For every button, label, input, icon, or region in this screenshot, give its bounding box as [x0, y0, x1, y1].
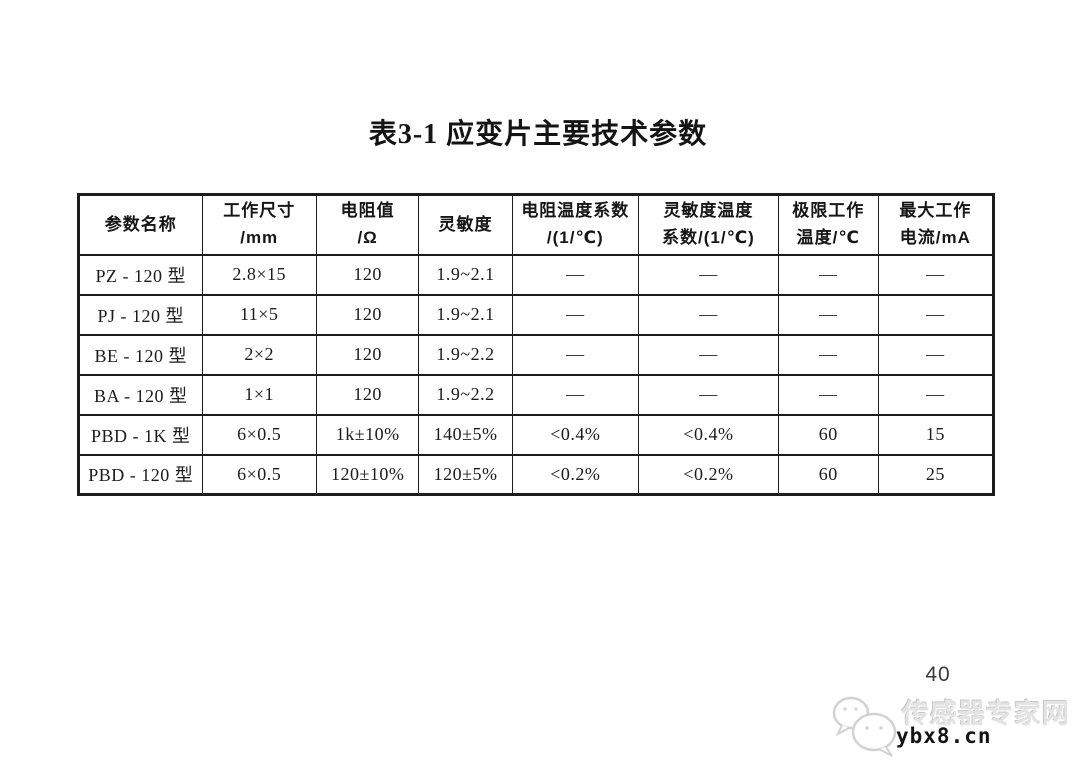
table-cell: —	[777, 293, 879, 336]
table-cell: <0.4%	[637, 413, 779, 456]
column-header-1: 参数名称	[78, 193, 203, 256]
table-cell: 140±5%	[418, 413, 513, 456]
column-header-7: 极限工作温度/℃	[777, 193, 879, 256]
column-header-line1: 电阻值	[340, 201, 395, 221]
column-header-line2: /mm	[240, 227, 279, 247]
column-header-line1: 极限工作	[792, 201, 865, 221]
column-header-3: 电阻值/Ω	[315, 193, 420, 256]
table-cell: —	[637, 333, 779, 376]
column-header-line1: 参数名称	[104, 214, 177, 234]
table-cell: <0.4%	[511, 413, 639, 456]
table-cell: —	[777, 253, 879, 296]
table-cell: —	[877, 293, 995, 336]
page-number: 40	[925, 663, 951, 686]
table-cell: 120	[315, 253, 420, 296]
parameters-table: 参数名称 工作尺寸/mm 电阻值/Ω 灵敏度 电阻温度系数/(1/℃) 灵敏度温度 系数/(…	[77, 193, 995, 496]
column-header-line1: 灵敏度	[438, 214, 493, 234]
table-cell: —	[511, 253, 639, 296]
column-header-4: 灵敏度	[418, 193, 513, 256]
table-cell: <0.2%	[637, 453, 779, 496]
table-cell: <0.2%	[511, 453, 639, 496]
table-cell: 6×0.5	[201, 453, 317, 496]
table-cell: 1.9~2.1	[418, 253, 513, 296]
table-cell: 60	[777, 453, 879, 496]
table-row: BE - 120 型 2×2 120 1.9~2.2— — — —	[78, 333, 995, 376]
column-header-2: 工作尺寸/mm	[201, 193, 317, 256]
table-row: PZ - 120 型 2.8×15 120 1.9~2.1— — — —	[78, 253, 995, 296]
column-header-line2: 温度/℃	[796, 227, 860, 247]
table-cell: —	[877, 373, 995, 416]
table-cell: 1.9~2.1	[418, 293, 513, 336]
column-header-6: 灵敏度温度系数/(1/℃)	[637, 193, 779, 256]
table-cell: —	[877, 333, 995, 376]
table-cell: 1k±10%	[315, 413, 420, 456]
row-label: PZ - 120 型	[78, 253, 203, 296]
row-label: BA - 120 型	[78, 373, 203, 416]
watermark: 传感器专家网 ybx8.cn	[828, 684, 1072, 763]
row-label: PBD - 1K 型	[78, 413, 203, 456]
table-cell: —	[877, 253, 995, 296]
table-cell: 1.9~2.2	[418, 333, 513, 376]
table-cell: —	[637, 253, 779, 296]
table-cell: —	[511, 333, 639, 376]
table-cell: —	[511, 373, 639, 416]
table-row: BA - 120 型 1×1 120 1.9~2.2— — — —	[78, 373, 995, 416]
table-cell: 6×0.5	[201, 413, 317, 456]
column-header-line1: 灵敏度温度	[663, 201, 754, 221]
column-header-line1: 电阻温度系数	[521, 201, 630, 221]
table-cell: 60	[777, 413, 879, 456]
table-cell: 11×5	[201, 293, 317, 336]
table-cell: —	[637, 373, 779, 416]
watermark-site-name: 传感器专家网	[902, 699, 1070, 729]
column-header-line1: 最大工作	[899, 201, 972, 221]
column-header-line1: 工作尺寸	[223, 201, 296, 221]
column-header-line2: /(1/℃)	[546, 227, 604, 247]
table-title: 表3-1 应变片主要技术参数	[368, 119, 708, 150]
column-header-line2: 系数/(1/℃)	[662, 227, 755, 247]
chat-bubbles-logo-icon	[832, 696, 897, 757]
row-label: PBD - 120 型	[78, 453, 203, 496]
watermark-site-url: ybx8.cn	[896, 724, 992, 748]
row-label: BE - 120 型	[78, 333, 203, 376]
table-row: PBD - 1K 型 6×0.5 1k±10% 140±5% <0.4% <0.4% 60 1…	[78, 413, 995, 456]
column-header-8: 最大工作电流/mA	[877, 193, 995, 256]
table-cell: 120	[315, 293, 420, 336]
table-header-row: 参数名称 工作尺寸/mm 电阻值/Ω 灵敏度 电阻温度系数/(1/℃) 灵敏度温度 系数/(…	[78, 193, 995, 256]
table-cell: —	[511, 293, 639, 336]
table-cell: 120	[315, 333, 420, 376]
table-cell: 120±5%	[418, 453, 513, 496]
column-header-line2: 电流/mA	[899, 227, 971, 247]
table-row: PBD - 120 型 6×0.5 120±10% 120±5% <0.2% <0.2% 6…	[78, 453, 995, 496]
table-cell: 2×2	[201, 333, 317, 376]
table-cell: —	[777, 373, 879, 416]
table-cell: 1.9~2.2	[418, 373, 513, 416]
column-header-line2: /Ω	[357, 227, 378, 247]
table-row: PJ - 120 型 11×5 120 1.9~2.1— — — —	[78, 293, 995, 336]
table-cell: 15	[877, 413, 995, 456]
row-label: PJ - 120 型	[78, 293, 203, 336]
table-cell: —	[777, 333, 879, 376]
table-cell: 25	[877, 453, 995, 496]
table-cell: 1×1	[201, 373, 317, 416]
table-cell: —	[637, 293, 779, 336]
column-header-5: 电阻温度系数 /(1/℃)	[511, 193, 639, 256]
table-cell: 120	[315, 373, 420, 416]
table-cell: 120±10%	[315, 453, 420, 496]
table-cell: 2.8×15	[201, 253, 317, 296]
